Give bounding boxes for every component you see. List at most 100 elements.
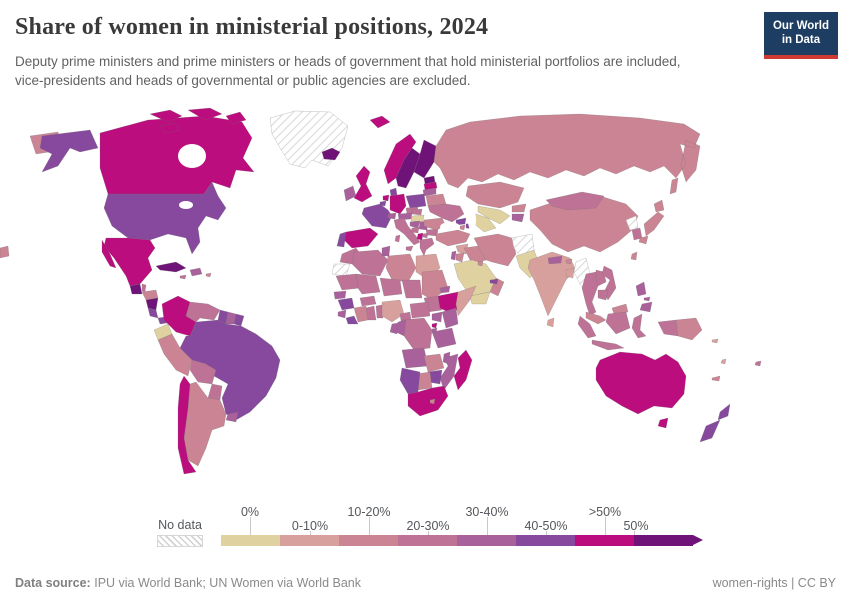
legend-swatch-1[interactable] bbox=[280, 535, 339, 546]
country-sierra-leone[interactable] bbox=[337, 309, 347, 319]
country-greece[interactable] bbox=[419, 237, 435, 257]
country-paraguay[interactable] bbox=[207, 383, 223, 401]
country-lithuania[interactable] bbox=[422, 187, 437, 197]
country-mozambique[interactable] bbox=[439, 353, 459, 391]
country-portugal[interactable] bbox=[336, 231, 347, 248]
country-south-africa[interactable] bbox=[407, 385, 449, 417]
country-sri-lanka[interactable] bbox=[546, 317, 555, 328]
country-japan[interactable] bbox=[638, 199, 665, 245]
country-bhutan[interactable] bbox=[565, 258, 573, 265]
country-mexico[interactable] bbox=[103, 237, 156, 287]
country-oman[interactable] bbox=[489, 277, 505, 297]
legend-swatch-2[interactable] bbox=[339, 535, 398, 546]
country-canada-arctic[interactable] bbox=[225, 111, 247, 125]
country-austria[interactable] bbox=[397, 212, 413, 221]
country-uruguay[interactable] bbox=[225, 411, 239, 423]
country-new-zealand[interactable] bbox=[699, 403, 731, 443]
legend-swatch-5[interactable] bbox=[516, 535, 575, 546]
country-french-guiana[interactable] bbox=[233, 313, 245, 327]
country-nepal[interactable] bbox=[547, 255, 563, 265]
country-armenia[interactable] bbox=[459, 224, 466, 231]
country-taiwan[interactable] bbox=[630, 251, 638, 261]
country-hungary[interactable] bbox=[410, 214, 425, 223]
country-mexico-baja[interactable] bbox=[101, 239, 117, 269]
country-nigeria[interactable] bbox=[381, 299, 405, 323]
country-saudi-arabia[interactable] bbox=[453, 259, 497, 297]
country-philippines[interactable] bbox=[635, 281, 653, 313]
country-guatemala[interactable] bbox=[129, 283, 143, 295]
country-iceland[interactable] bbox=[321, 147, 341, 161]
country-togo-benin[interactable] bbox=[375, 304, 384, 319]
country-fiji[interactable] bbox=[754, 360, 762, 367]
country-chile[interactable] bbox=[177, 375, 197, 475]
country-solomon-islands[interactable] bbox=[711, 338, 719, 344]
country-liberia[interactable] bbox=[345, 315, 359, 325]
country-uae[interactable] bbox=[489, 278, 499, 285]
country-poland[interactable] bbox=[405, 193, 427, 209]
country-dr-congo[interactable] bbox=[401, 317, 433, 351]
license-note[interactable]: women-rights | CC BY bbox=[712, 576, 836, 590]
country-canada-arctic[interactable] bbox=[149, 109, 183, 123]
country-australia-tasmania[interactable] bbox=[657, 417, 669, 429]
country-tanzania[interactable] bbox=[431, 327, 457, 349]
country-ireland[interactable] bbox=[343, 185, 357, 202]
country-cambodia[interactable] bbox=[597, 289, 609, 301]
country-peru[interactable] bbox=[157, 333, 193, 377]
country-kenya[interactable] bbox=[441, 307, 459, 329]
country-denmark[interactable] bbox=[389, 187, 398, 197]
country-papua-new-guinea[interactable] bbox=[675, 317, 703, 341]
country-india[interactable] bbox=[527, 251, 577, 317]
country-zambia[interactable] bbox=[423, 353, 445, 373]
country-belize[interactable] bbox=[141, 283, 147, 293]
country-russia[interactable] bbox=[433, 113, 701, 195]
country-namibia[interactable] bbox=[399, 367, 421, 395]
country-hispaniola[interactable] bbox=[189, 267, 203, 277]
country-kazakhstan[interactable] bbox=[465, 181, 525, 209]
country-kuwait[interactable] bbox=[477, 260, 484, 267]
country-chad[interactable] bbox=[401, 279, 423, 299]
country-kyrgyzstan[interactable] bbox=[511, 203, 527, 213]
country-spain[interactable] bbox=[343, 227, 379, 249]
legend-swatch-6[interactable] bbox=[575, 535, 634, 546]
country-madagascar[interactable] bbox=[453, 349, 473, 391]
country-germany[interactable] bbox=[389, 193, 407, 215]
country-gabon[interactable] bbox=[389, 322, 399, 335]
country-rwanda[interactable] bbox=[431, 322, 438, 329]
country-indonesia[interactable] bbox=[577, 311, 679, 351]
country-united-kingdom[interactable] bbox=[353, 165, 373, 203]
country-jordan[interactable] bbox=[455, 252, 465, 263]
country-mali[interactable] bbox=[355, 273, 381, 295]
country-new-caledonia[interactable] bbox=[711, 375, 721, 382]
country-latvia[interactable] bbox=[423, 181, 438, 191]
country-burkina-faso[interactable] bbox=[359, 295, 377, 307]
country-libya[interactable] bbox=[385, 253, 417, 283]
country-uzbekistan[interactable] bbox=[477, 205, 511, 225]
country-estonia[interactable] bbox=[423, 175, 436, 185]
country-tunisia[interactable] bbox=[381, 245, 391, 257]
country-switzerland[interactable] bbox=[387, 212, 397, 220]
country-france[interactable] bbox=[361, 203, 393, 229]
country-north-macedonia[interactable] bbox=[422, 232, 429, 239]
country-greenland[interactable] bbox=[269, 110, 349, 169]
country-svalbard[interactable] bbox=[369, 115, 391, 129]
country-italy-sardinia[interactable] bbox=[394, 234, 401, 243]
country-western-sahara[interactable] bbox=[331, 263, 351, 277]
country-italy-sicily[interactable] bbox=[405, 245, 414, 252]
country-puerto-rico[interactable] bbox=[205, 272, 212, 278]
country-israel[interactable] bbox=[450, 250, 457, 261]
country-china[interactable] bbox=[529, 195, 639, 253]
country-ukraine[interactable] bbox=[427, 203, 465, 223]
legend-swatch-3[interactable] bbox=[398, 535, 457, 546]
country-iran[interactable] bbox=[473, 233, 517, 267]
country-turkey[interactable] bbox=[435, 229, 471, 247]
legend-swatch-0[interactable] bbox=[221, 535, 280, 546]
country-central-african-republic[interactable] bbox=[409, 301, 431, 319]
country-usa-alaska[interactable] bbox=[39, 129, 99, 173]
legend-swatch-7[interactable] bbox=[634, 535, 693, 546]
country-north-korea[interactable] bbox=[625, 215, 639, 231]
country-eritrea[interactable] bbox=[439, 285, 451, 294]
country-cuba[interactable] bbox=[155, 261, 187, 273]
country-jamaica[interactable] bbox=[179, 274, 187, 280]
country-tajikistan[interactable] bbox=[511, 213, 525, 223]
country-canada-arctic[interactable] bbox=[187, 107, 223, 121]
